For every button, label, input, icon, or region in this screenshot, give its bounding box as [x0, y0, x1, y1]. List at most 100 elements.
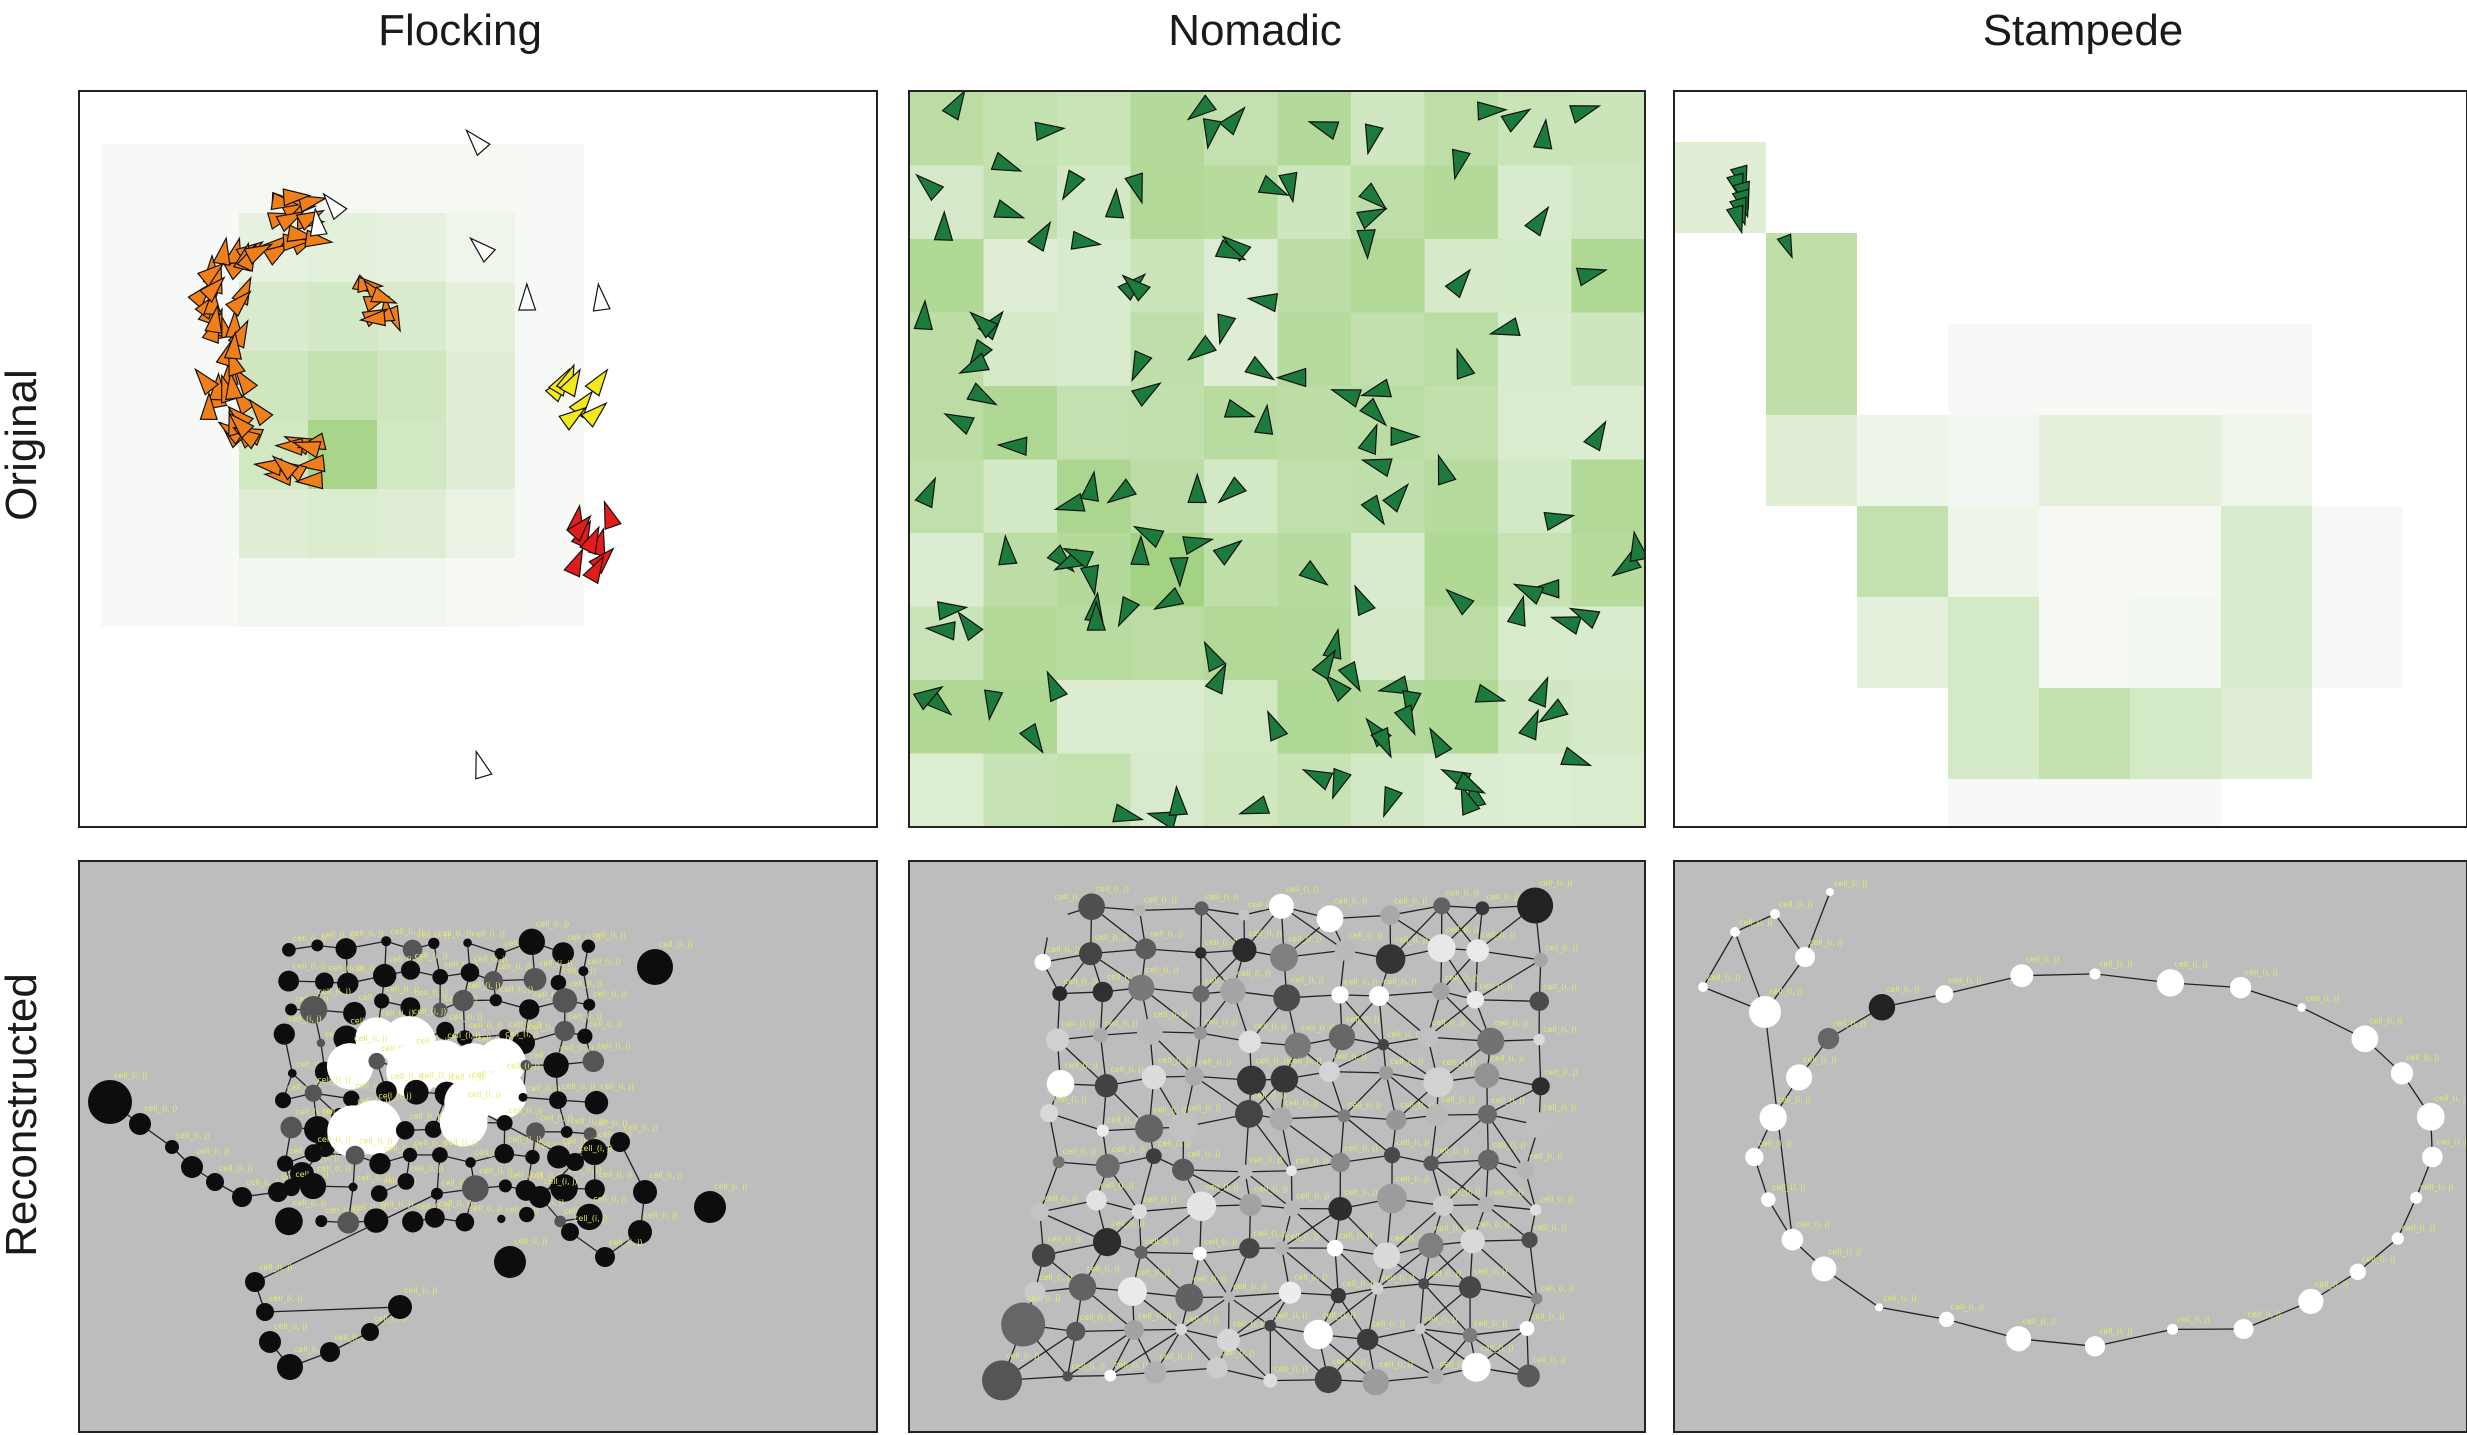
graph-edge [1377, 1283, 1424, 1290]
graph-node [550, 1174, 578, 1202]
graph-node [1234, 1099, 1263, 1128]
node-label: cell_(i, j) [1396, 1175, 1430, 1184]
graph-node [1086, 1189, 1107, 1211]
node-label: cell_(i, j) [714, 1182, 748, 1191]
node-label: cell_(i, j) [354, 1034, 388, 1043]
graph-node [1134, 1245, 1148, 1260]
density-cell [910, 680, 984, 754]
density-cell [910, 533, 984, 607]
node-label: cell_(i, j) [274, 1322, 308, 1331]
node-label: cell_(i, j) [1707, 973, 1741, 982]
graph-node [274, 1092, 292, 1109]
node-label: cell_(i, j) [1205, 976, 1239, 985]
graph-edge [1339, 994, 1384, 1046]
agent-arrow [1278, 171, 1298, 204]
graph-node [1232, 937, 1257, 963]
density-cell [1057, 239, 1131, 313]
agent-arrow [1429, 727, 1453, 759]
agent-arrow [243, 243, 274, 265]
node-label: cell_(i, j) [1286, 1232, 1320, 1241]
graph-node [402, 1147, 418, 1163]
agent-arrow [1323, 673, 1352, 703]
density-cell [1204, 680, 1278, 754]
agent-arrow [291, 440, 322, 459]
node-label: cell_(i, j) [505, 1029, 539, 1038]
node-label: cell_(i, j) [1055, 893, 1089, 902]
graph-node [1474, 1063, 1500, 1089]
density-cell [1571, 386, 1644, 460]
graph-node [436, 1021, 455, 1040]
agent-arrow [580, 401, 608, 428]
node-label: cell_(i, j) [1249, 1156, 1283, 1165]
graph-node [304, 1084, 322, 1102]
graph-node [1032, 901, 1069, 938]
agent-arrow [1217, 476, 1248, 504]
agent-arrow [1214, 238, 1247, 261]
node-label: cell_(i, j) [539, 959, 573, 968]
node-label: cell_(i, j) [659, 940, 693, 949]
graph-node [165, 1140, 179, 1154]
agent-arrow [223, 330, 243, 360]
agent-arrow [1026, 220, 1052, 252]
node-label: cell_(i, j) [560, 1043, 594, 1052]
density-cell [910, 606, 984, 681]
node-label: cell_(i, j) [2369, 1016, 2403, 1025]
node-label: cell_(i, j) [293, 1198, 327, 1207]
graph-node [1939, 1311, 1955, 1327]
node-label: cell_(i, j) [592, 930, 626, 939]
column-title-nomadic: Nomadic [1168, 6, 1342, 55]
graph-node [1362, 1368, 1389, 1396]
density-cell [1948, 324, 2039, 415]
graph-node [1030, 1203, 1049, 1222]
graph-node [347, 1100, 402, 1155]
graph-node [1284, 1032, 1311, 1060]
node-label: cell_(i, j) [413, 1007, 447, 1016]
node-label: cell_(i, j) [1322, 1311, 1356, 1320]
graph-node [285, 1003, 298, 1016]
density-cell [377, 351, 446, 420]
graph-node [1096, 1124, 1109, 1137]
graph-edge [1419, 1328, 1437, 1377]
graph-node [381, 936, 392, 947]
graph-node [287, 1068, 297, 1078]
graph-node [1461, 1352, 1491, 1382]
agent-arrow [1524, 205, 1550, 237]
density-cell [910, 753, 984, 826]
agent-arrow [1358, 182, 1388, 210]
panel-nomadic-reconstructed: cell_(i, j) cell_(i, j) cell_(i, j) cell_(i… [908, 860, 1646, 1433]
agent-arrow [603, 500, 622, 531]
node-label: cell_(i, j) [1204, 1017, 1238, 1026]
density-cell [446, 558, 515, 627]
agent-arrow [969, 311, 999, 339]
node-label: cell_(i, j) [1539, 878, 1573, 887]
density-cell [2130, 324, 2221, 415]
graph-node [280, 1116, 303, 1139]
graph-edge [1702, 931, 1736, 988]
agent-arrow [579, 525, 600, 556]
graph-node [278, 970, 300, 992]
agent-arrow [1168, 784, 1189, 816]
graph-node [1417, 1026, 1438, 1048]
graph-node [1104, 1369, 1117, 1382]
node-label: cell_(i, j) [1482, 930, 1516, 939]
agent-arrow [1112, 803, 1145, 823]
node-label: cell_(i, j) [1063, 1147, 1097, 1156]
node-label: cell_(i, j) [1154, 1010, 1188, 1019]
graph-edge [1200, 908, 1203, 953]
node-label: cell_(i, j) [219, 1164, 253, 1173]
density-cell [101, 489, 170, 558]
node-label: cell_(i, j) [1096, 884, 1130, 893]
graph-node [1423, 1155, 1439, 1171]
graph-node [1373, 1242, 1401, 1270]
node-label: cell_(i, j) [295, 1108, 329, 1117]
agent-arrow [1355, 207, 1388, 230]
graph-node [1371, 1282, 1384, 1295]
agent-arrow [234, 367, 259, 397]
agent-arrow [1474, 683, 1507, 703]
density-cell [308, 351, 377, 420]
agent-arrow [204, 304, 223, 334]
graph-node [2167, 1323, 2179, 1335]
agent-arrow [1329, 389, 1363, 408]
graph-edge [1804, 891, 1831, 958]
graph-node [1781, 1228, 1804, 1251]
